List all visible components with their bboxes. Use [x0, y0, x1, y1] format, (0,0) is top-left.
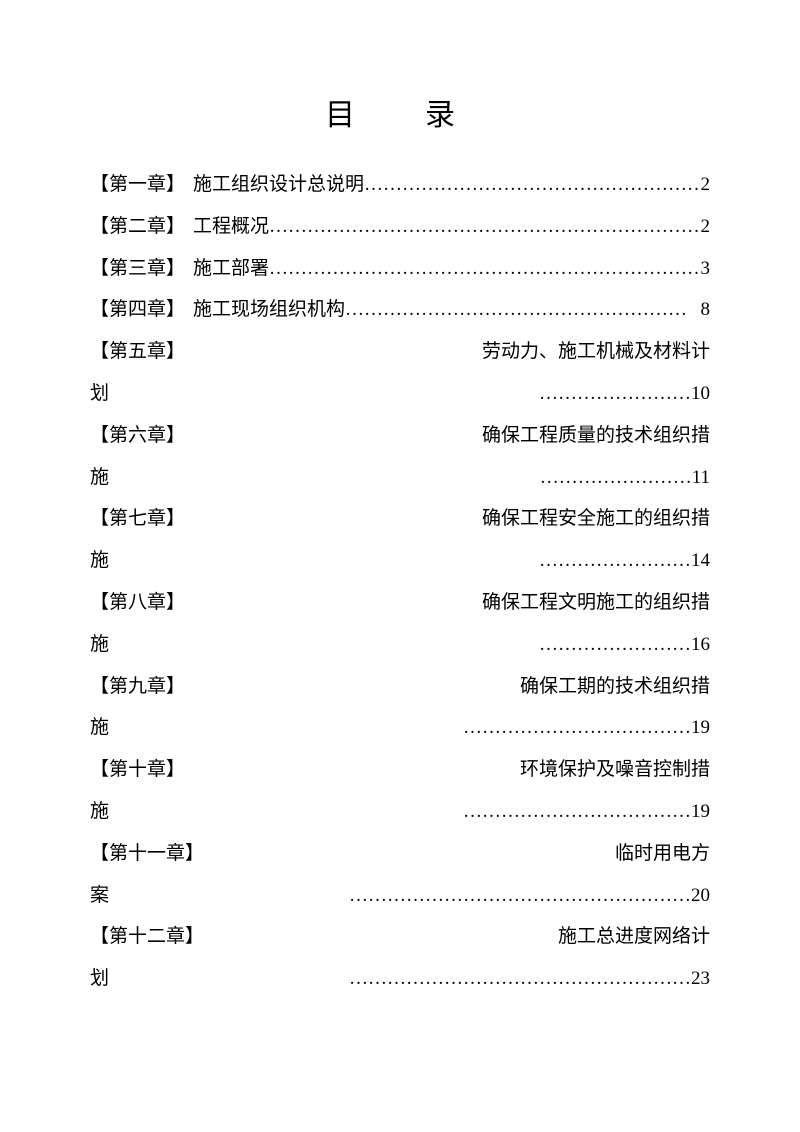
chapter-title-part: 确保工程质量的技术组织措 [482, 415, 710, 457]
chapter-title-part: 施 [90, 467, 540, 488]
chapter-title-part: 环境保护及噪音控制措 [520, 749, 710, 791]
chapter-title-part: 确保工程文明施工的组织措 [482, 582, 710, 624]
chapter-title-part: 施 [90, 550, 539, 571]
leader-dots: ……………………………………………… [349, 885, 691, 906]
chapter-title-part: 临时用电方 [615, 833, 710, 875]
page-title: 目 录 [90, 90, 710, 134]
chapter-title: 工程概况 [193, 206, 269, 248]
page-number: 20 [691, 885, 710, 906]
chapter-label: 【第五章】 [90, 331, 185, 373]
chapter-label: 【第九章】 [90, 666, 185, 708]
leader-dots: ……………………………… [463, 801, 691, 822]
leader-dots: …………………… [539, 634, 691, 655]
toc-entry: 【第六章】 确保工程质量的技术组织措 施……………………11 [90, 415, 710, 499]
chapter-label: 【第十二章】 [90, 916, 204, 958]
page-number: 2 [701, 164, 711, 206]
chapter-title-part: 施工总进度网络计 [558, 916, 710, 958]
toc-entry: 【第一章】 施工组织设计总说明 ……………………………………………… 2 [90, 164, 710, 206]
page-number: 2 [701, 206, 711, 248]
chapter-title-part: 划 [90, 968, 349, 989]
chapter-title: 施工部署 [193, 248, 269, 290]
toc-entry: 【第三章】 施工部署 …………………………………………………………… 3 [90, 248, 710, 290]
leader-dots: ……………………………………………… [364, 164, 700, 206]
toc-entry: 【第四章】 施工现场组织机构 ……………………………………………… 8 [90, 289, 710, 331]
leader-dots: ……………………………………………… [345, 289, 700, 331]
chapter-label: 【第一章】 [90, 164, 185, 206]
chapter-title-part: 确保工程安全施工的组织措 [482, 498, 710, 540]
chapter-label: 【第十一章】 [90, 833, 204, 875]
chapter-label: 【第十章】 [90, 749, 185, 791]
toc-entry: 【第九章】 确保工期的技术组织措 施………………………………19 [90, 666, 710, 750]
toc-entry: 【第五章】 劳动力、施工机械及材料计 划……………………10 [90, 331, 710, 415]
chapter-title: 施工现场组织机构 [193, 289, 345, 331]
toc-entry: 【第十一章】 临时用电方 案………………………………………………20 [90, 833, 710, 917]
leader-dots: ……………………………… [463, 717, 691, 738]
page-number: 16 [691, 634, 710, 655]
leader-dots: …………………… [539, 383, 691, 404]
table-of-contents: 【第一章】 施工组织设计总说明 ……………………………………………… 2 【第二… [90, 164, 710, 1000]
chapter-label: 【第四章】 [90, 289, 185, 331]
chapter-title-part: 劳动力、施工机械及材料计 [482, 331, 710, 373]
chapter-label: 【第七章】 [90, 498, 185, 540]
leader-dots: …………………… [539, 550, 691, 571]
chapter-title-part: 施 [90, 717, 463, 738]
leader-dots: …………………… [540, 467, 692, 488]
leader-dots: ……………………………………………… [349, 968, 691, 989]
toc-entry: 【第十二章】 施工总进度网络计 划………………………………………………23 [90, 916, 710, 1000]
toc-entry: 【第十章】 环境保护及噪音控制措 施………………………………19 [90, 749, 710, 833]
page-number: 10 [691, 383, 710, 404]
page-number: 19 [691, 801, 710, 822]
toc-entry: 【第二章】 工程概况 …………………………………………………………… 2 [90, 206, 710, 248]
toc-entry: 【第八章】 确保工程文明施工的组织措 施……………………16 [90, 582, 710, 666]
page-number: 8 [701, 289, 711, 331]
page-number: 11 [692, 467, 710, 488]
leader-dots: …………………………………………………………… [269, 206, 700, 248]
leader-dots: …………………………………………………………… [269, 248, 700, 290]
chapter-title-part: 施 [90, 801, 463, 822]
chapter-label: 【第六章】 [90, 415, 185, 457]
page-number: 23 [691, 968, 710, 989]
toc-entry: 【第七章】 确保工程安全施工的组织措 施……………………14 [90, 498, 710, 582]
chapter-title-part: 施 [90, 634, 539, 655]
chapter-label: 【第二章】 [90, 206, 185, 248]
page-number: 19 [691, 717, 710, 738]
chapter-label: 【第三章】 [90, 248, 185, 290]
page-number: 3 [701, 248, 711, 290]
chapter-title: 施工组织设计总说明 [193, 164, 364, 206]
chapter-title-part: 划 [90, 383, 539, 404]
chapter-title-part: 确保工期的技术组织措 [520, 666, 710, 708]
chapter-label: 【第八章】 [90, 582, 185, 624]
page-number: 14 [691, 550, 710, 571]
chapter-title-part: 案 [90, 885, 349, 906]
